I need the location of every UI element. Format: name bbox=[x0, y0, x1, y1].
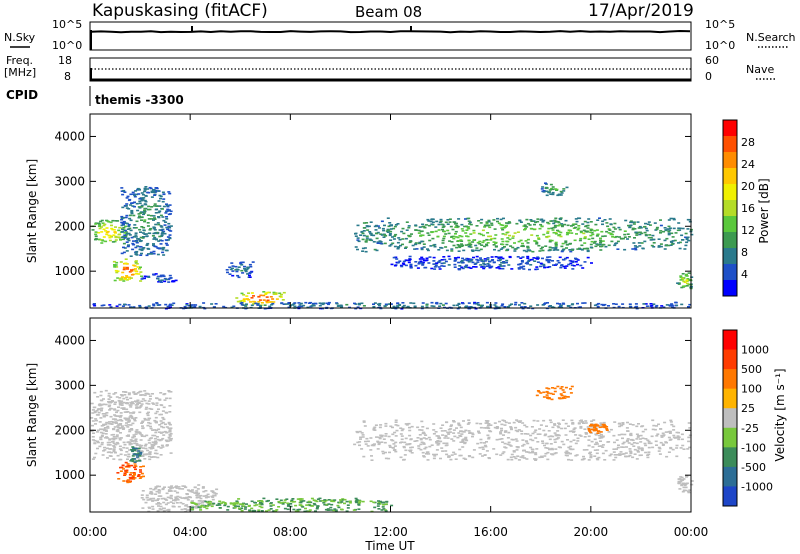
noise-sky-line bbox=[90, 29, 691, 34]
nsky-label: N.Sky bbox=[4, 31, 36, 44]
x-axis: 00:00 04:00 08:00 12:00 16:00 20:00 00:00 bbox=[73, 114, 709, 539]
velocity-colorbar-tick-5: -100 bbox=[741, 441, 766, 454]
power-colorbar-tick-6: 4 bbox=[741, 268, 748, 281]
power-colorbar: 28 24 20 16 12 8 4 bbox=[722, 119, 755, 297]
nave-right-tick-bottom: 0 bbox=[705, 70, 712, 83]
velocity-region-7 bbox=[587, 423, 609, 434]
velocity-colorbar-tick-3: 25 bbox=[741, 402, 755, 415]
power-colorbar-tick-0: 28 bbox=[741, 136, 755, 149]
station-title: Kapuskasing (fitACF) bbox=[92, 1, 268, 21]
power-colorbar-label: Power [dB] bbox=[757, 178, 771, 243]
power-panel: 1000 2000 3000 4000 Slant Range [km] 28 24 20… bbox=[25, 113, 771, 310]
velocity-region-4 bbox=[190, 497, 394, 513]
velocity-region-1 bbox=[116, 461, 145, 484]
x-tick-0: 00:00 bbox=[73, 525, 108, 539]
cpid-value: themis -3300 bbox=[95, 93, 184, 107]
power-region-9 bbox=[540, 182, 569, 197]
power-region-3 bbox=[140, 273, 178, 283]
cpid-label: CPID bbox=[6, 88, 38, 102]
x-tick-6: 00:00 bbox=[674, 525, 709, 539]
power-region-2 bbox=[120, 186, 173, 257]
nave-right-tick-top: 60 bbox=[705, 54, 719, 67]
velocity-region-0 bbox=[90, 389, 173, 461]
power-y-axis-label: Slant Range [km] bbox=[25, 159, 39, 263]
power-colorbar-tick-4: 12 bbox=[741, 224, 755, 237]
power-region-7 bbox=[354, 217, 694, 253]
noise-right-tick-bottom: 10^0 bbox=[705, 39, 735, 52]
velocity-region-8 bbox=[677, 475, 694, 494]
noise-left-tick-bottom: 10^0 bbox=[52, 39, 82, 52]
velocity-region-5 bbox=[353, 419, 692, 461]
power-data bbox=[91, 182, 694, 310]
frequency-panel: 18 8 60 0 Freq. [MHz] Nave bbox=[4, 54, 776, 83]
x-tick-2: 08:00 bbox=[273, 525, 308, 539]
freq-label-line2: [MHz] bbox=[4, 66, 36, 79]
freq-left-tick-top: 18 bbox=[58, 54, 72, 67]
x-axis-label: Time UT bbox=[364, 539, 415, 553]
nave-label: Nave bbox=[746, 63, 774, 76]
power-colorbar-tick-2: 20 bbox=[741, 180, 755, 193]
nsearch-label: N.Search bbox=[746, 31, 796, 44]
x-tick-5: 20:00 bbox=[574, 525, 609, 539]
velocity-y-tick-3: 4000 bbox=[54, 333, 85, 347]
power-region-4 bbox=[225, 261, 255, 279]
noise-panel: 10^5 10^0 10^5 10^0 N.Sky N.Search bbox=[4, 18, 796, 52]
power-y-tick-0: 1000 bbox=[54, 264, 85, 278]
power-y-tick-3: 4000 bbox=[54, 129, 85, 143]
velocity-data bbox=[90, 385, 694, 513]
noise-right-tick-top: 10^5 bbox=[705, 18, 735, 31]
power-region-1 bbox=[112, 258, 143, 282]
power-colorbar-tick-5: 8 bbox=[741, 246, 748, 259]
x-tick-4: 16:00 bbox=[473, 525, 508, 539]
power-y-tick-1: 2000 bbox=[54, 219, 85, 233]
velocity-region-6 bbox=[535, 385, 574, 401]
power-colorbar-tick-1: 24 bbox=[741, 158, 755, 171]
freq-left-tick-bottom: 8 bbox=[64, 70, 71, 83]
date-title: 17/Apr/2019 bbox=[588, 1, 694, 21]
power-region-8 bbox=[390, 255, 593, 271]
beam-title: Beam 08 bbox=[355, 3, 422, 21]
power-region-6 bbox=[92, 301, 692, 310]
velocity-colorbar: 1000 500 100 25 -25 -100 -500 -1000 bbox=[722, 329, 773, 507]
velocity-colorbar-tick-4: -25 bbox=[741, 422, 759, 435]
velocity-y-axis-label: Slant Range [km] bbox=[25, 363, 39, 467]
x-tick-3: 12:00 bbox=[373, 525, 408, 539]
freq-label-line1: Freq. bbox=[6, 54, 33, 67]
velocity-colorbar-tick-6: -500 bbox=[741, 461, 766, 474]
velocity-colorbar-tick-2: 100 bbox=[741, 383, 762, 396]
velocity-colorbar-tick-0: 1000 bbox=[741, 344, 769, 357]
noise-left-tick-top: 10^5 bbox=[52, 18, 82, 31]
power-region-5 bbox=[235, 291, 286, 306]
velocity-y-tick-1: 2000 bbox=[54, 423, 85, 437]
velocity-region-2 bbox=[129, 446, 143, 463]
velocity-colorbar-tick-7: -1000 bbox=[741, 480, 773, 493]
x-tick-1: 04:00 bbox=[173, 525, 208, 539]
velocity-y-tick-2: 3000 bbox=[54, 378, 85, 392]
velocity-panel: 1000 2000 3000 4000 Slant Range [km] 1000 50… bbox=[25, 317, 787, 513]
velocity-colorbar-label: Velocity [m s⁻¹] bbox=[773, 368, 787, 461]
power-y-tick-2: 3000 bbox=[54, 174, 85, 188]
power-colorbar-tick-3: 16 bbox=[741, 202, 755, 215]
velocity-colorbar-tick-1: 500 bbox=[741, 363, 762, 376]
velocity-y-tick-0: 1000 bbox=[54, 468, 85, 482]
